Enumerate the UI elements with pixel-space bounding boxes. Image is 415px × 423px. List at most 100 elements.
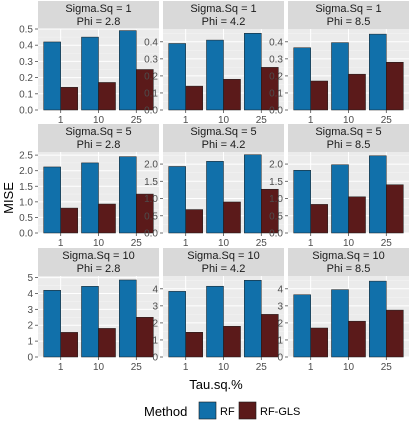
y-tick-label: 0.2	[19, 73, 33, 84]
y-tick-label: 0.5	[19, 25, 33, 36]
y-tick-label: 0	[277, 353, 283, 364]
bar-rf-gls	[386, 62, 404, 111]
strip-label: Phi = 8.5	[327, 263, 371, 275]
panel-strip	[288, 124, 409, 152]
y-tick-label: 0.3	[144, 54, 158, 65]
bar-rf	[206, 39, 224, 111]
y-tick-label: 2.0	[19, 166, 33, 177]
bar-rf-gls	[136, 317, 154, 358]
x-tick-label: 25	[131, 238, 143, 249]
bar-rf-gls	[348, 196, 366, 234]
bar-rf-gls	[136, 193, 154, 234]
bar-rf-gls	[223, 201, 241, 234]
bar-rf-gls	[185, 209, 203, 234]
x-tick-label: 1	[308, 115, 314, 126]
y-tick-label: 4	[152, 284, 158, 295]
y-tick-label: 1.5	[19, 182, 33, 193]
x-tick-label: 25	[381, 362, 393, 373]
panel-strip	[38, 1, 159, 29]
x-tick-label: 1	[183, 115, 189, 126]
y-tick-label: 1.5	[269, 177, 283, 188]
bar-rf	[293, 170, 311, 234]
panel-strip	[288, 1, 409, 29]
bar-rf	[293, 47, 311, 111]
y-tick-label: 0.2	[144, 71, 158, 82]
y-tick-label: 0.2	[269, 71, 283, 82]
x-tick-label: 25	[131, 362, 143, 373]
strip-label: Sigma.Sq = 5	[65, 126, 131, 138]
y-tick-label: 4	[277, 284, 283, 295]
x-tick-label: 10	[343, 362, 355, 373]
strip-label: Phi = 4.2	[202, 263, 246, 275]
y-tick-label: 0.1	[269, 88, 283, 99]
bar-rf-gls	[223, 79, 241, 111]
bar-rf-gls	[310, 204, 328, 234]
y-tick-label: 0.4	[269, 37, 283, 48]
bar-rf	[331, 164, 349, 234]
bar-rf-gls	[348, 320, 366, 358]
strip-label: Sigma.Sq = 5	[315, 126, 381, 138]
y-tick-label: 2.0	[144, 160, 158, 171]
x-tick-label: 1	[183, 238, 189, 249]
y-tick-label: 1	[27, 337, 33, 348]
bar-rf	[206, 161, 224, 234]
bar-rf-gls	[185, 85, 203, 111]
x-tick-label: 25	[131, 115, 143, 126]
bar-rf	[168, 291, 186, 358]
bar-rf	[81, 162, 99, 234]
y-tick-label: 0.3	[19, 57, 33, 68]
y-tick-label: 1.0	[269, 194, 283, 205]
y-tick-label: 3	[152, 301, 158, 312]
y-tick-label: 0	[152, 353, 158, 364]
x-tick-label: 1	[308, 238, 314, 249]
bar-rf-gls	[261, 188, 279, 234]
x-tick-label: 10	[343, 115, 355, 126]
y-tick-label: 0.5	[19, 213, 33, 224]
bar-rf	[293, 294, 311, 358]
bar-rf	[168, 166, 186, 234]
x-axis-title: Tau.sq.%	[189, 377, 243, 392]
strip-label: Phi = 2.8	[77, 139, 121, 151]
y-tick-label: 0.3	[269, 54, 283, 65]
panel-strip	[288, 248, 409, 276]
bar-rf-gls	[386, 309, 404, 358]
strip-label: Sigma.Sq = 1	[65, 3, 131, 15]
panel-strip	[163, 124, 284, 152]
x-tick-label: 1	[308, 362, 314, 373]
y-tick-label: 5	[27, 273, 33, 284]
chart-panels: Sigma.Sq = 1 Phi = 2.8 0.0 0.1 0.2 0.3 0.4 0.5 1…	[19, 1, 409, 373]
strip-label: Phi = 8.5	[327, 139, 371, 151]
y-tick-label: 0.4	[19, 41, 33, 52]
legend-title: Method	[144, 404, 187, 419]
y-tick-label: 3	[27, 305, 33, 316]
x-tick-label: 10	[218, 115, 230, 126]
y-tick-label: 3	[277, 301, 283, 312]
x-tick-label: 10	[93, 362, 105, 373]
y-tick-label: 0.5	[144, 211, 158, 222]
bar-rf	[331, 289, 349, 358]
bar-rf	[119, 30, 137, 111]
bar-rf-gls	[98, 82, 116, 111]
strip-label: Sigma.Sq = 10	[312, 250, 384, 262]
strip-label: Sigma.Sq = 10	[187, 250, 259, 262]
bar-rf-gls	[386, 184, 404, 234]
y-axis-title: MISE	[1, 182, 16, 214]
x-tick-label: 1	[58, 238, 64, 249]
y-tick-label: 0.0	[19, 106, 33, 117]
bar-rf-gls	[310, 327, 328, 358]
bar-rf-gls	[60, 207, 78, 234]
bar-rf	[331, 42, 349, 111]
y-tick-label: 0.0	[269, 229, 283, 240]
x-tick-label: 1	[58, 362, 64, 373]
strip-label: Phi = 4.2	[202, 139, 246, 151]
bar-rf	[244, 154, 262, 234]
bar-rf	[119, 156, 137, 234]
y-tick-label: 0.5	[269, 211, 283, 222]
